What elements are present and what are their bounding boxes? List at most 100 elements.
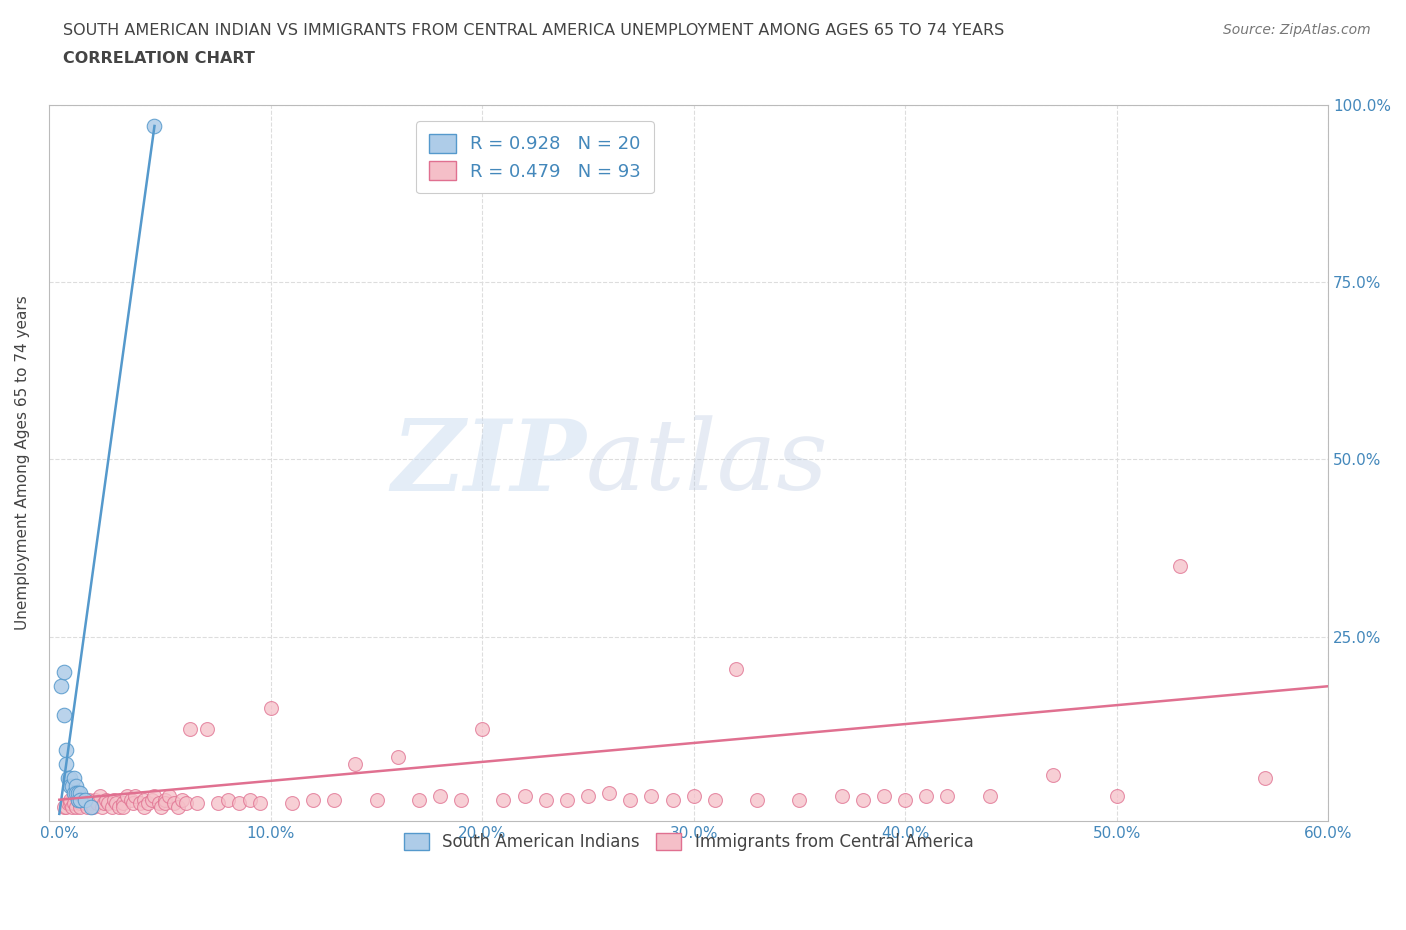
Text: CORRELATION CHART: CORRELATION CHART: [63, 51, 254, 66]
Point: [153, 792, 176, 807]
Point: [86, 796, 108, 811]
Point: [111, 796, 134, 811]
Text: Source: ZipAtlas.com: Source: ZipAtlas.com: [1223, 23, 1371, 37]
Point: [873, 789, 896, 804]
Point: [122, 796, 145, 811]
Point: [555, 792, 578, 807]
Point: [76, 800, 98, 815]
Point: [59, 796, 82, 811]
Point: [105, 796, 128, 811]
Point: [97, 796, 120, 811]
Point: [366, 792, 388, 807]
Point: [936, 789, 959, 804]
Y-axis label: Unemployment Among Ages 65 to 74 years: Unemployment Among Ages 65 to 74 years: [15, 296, 30, 631]
Point: [59, 792, 82, 807]
Point: [1254, 771, 1277, 786]
Point: [640, 789, 662, 804]
Point: [65, 778, 87, 793]
Point: [132, 792, 155, 807]
Point: [73, 796, 96, 811]
Point: [598, 785, 620, 800]
Point: [52, 707, 75, 722]
Point: [170, 792, 193, 807]
Point: [69, 800, 91, 815]
Point: [65, 800, 87, 815]
Point: [894, 792, 917, 807]
Point: [56, 796, 79, 811]
Point: [513, 789, 536, 804]
Point: [302, 792, 325, 807]
Point: [852, 792, 875, 807]
Point: [63, 785, 86, 800]
Point: [111, 800, 134, 815]
Point: [344, 757, 367, 772]
Point: [51, 679, 73, 694]
Point: [323, 792, 346, 807]
Point: [103, 792, 125, 807]
Point: [67, 792, 90, 807]
Point: [149, 800, 172, 815]
Point: [218, 792, 240, 807]
Point: [162, 796, 184, 811]
Point: [166, 800, 188, 815]
Point: [80, 796, 103, 811]
Point: [136, 796, 159, 811]
Text: ZIP: ZIP: [391, 415, 586, 512]
Text: SOUTH AMERICAN INDIAN VS IMMIGRANTS FROM CENTRAL AMERICA UNEMPLOYMENT AMONG AGES: SOUTH AMERICAN INDIAN VS IMMIGRANTS FROM…: [63, 23, 1004, 38]
Point: [724, 661, 747, 676]
Point: [619, 792, 641, 807]
Point: [789, 792, 811, 807]
Point: [228, 796, 250, 811]
Point: [101, 800, 124, 815]
Point: [59, 771, 82, 786]
Point: [84, 792, 107, 807]
Point: [979, 789, 1001, 804]
Text: atlas: atlas: [586, 415, 830, 511]
Point: [195, 722, 218, 737]
Point: [73, 792, 96, 807]
Point: [450, 792, 472, 807]
Point: [141, 792, 163, 807]
Point: [72, 792, 94, 807]
Point: [207, 796, 229, 811]
Point: [387, 750, 409, 764]
Point: [52, 665, 75, 680]
Point: [128, 796, 150, 811]
Point: [63, 796, 86, 811]
Point: [534, 792, 557, 807]
Point: [157, 789, 180, 804]
Point: [55, 800, 77, 815]
Point: [174, 796, 197, 811]
Point: [60, 778, 83, 793]
Point: [915, 789, 938, 804]
Point: [69, 792, 91, 807]
Point: [132, 800, 155, 815]
Point: [239, 792, 262, 807]
Point: [186, 796, 208, 811]
Point: [153, 796, 176, 811]
Point: [179, 722, 201, 737]
Point: [55, 743, 77, 758]
Point: [52, 800, 75, 815]
Point: [93, 796, 115, 811]
Point: [471, 722, 494, 737]
Point: [148, 796, 170, 811]
Point: [1168, 558, 1191, 573]
Point: [69, 796, 91, 811]
Point: [249, 796, 271, 811]
Point: [107, 800, 129, 815]
Point: [831, 789, 853, 804]
Point: [1042, 767, 1064, 782]
Point: [67, 785, 90, 800]
Point: [143, 118, 166, 133]
Point: [115, 789, 138, 804]
Point: [260, 700, 283, 715]
Point: [59, 778, 82, 793]
Point: [143, 789, 166, 804]
Point: [69, 785, 91, 800]
Point: [63, 771, 86, 786]
Point: [82, 800, 104, 815]
Point: [703, 792, 725, 807]
Point: [408, 792, 430, 807]
Legend: South American Indians, Immigrants from Central America: South American Indians, Immigrants from …: [395, 824, 981, 859]
